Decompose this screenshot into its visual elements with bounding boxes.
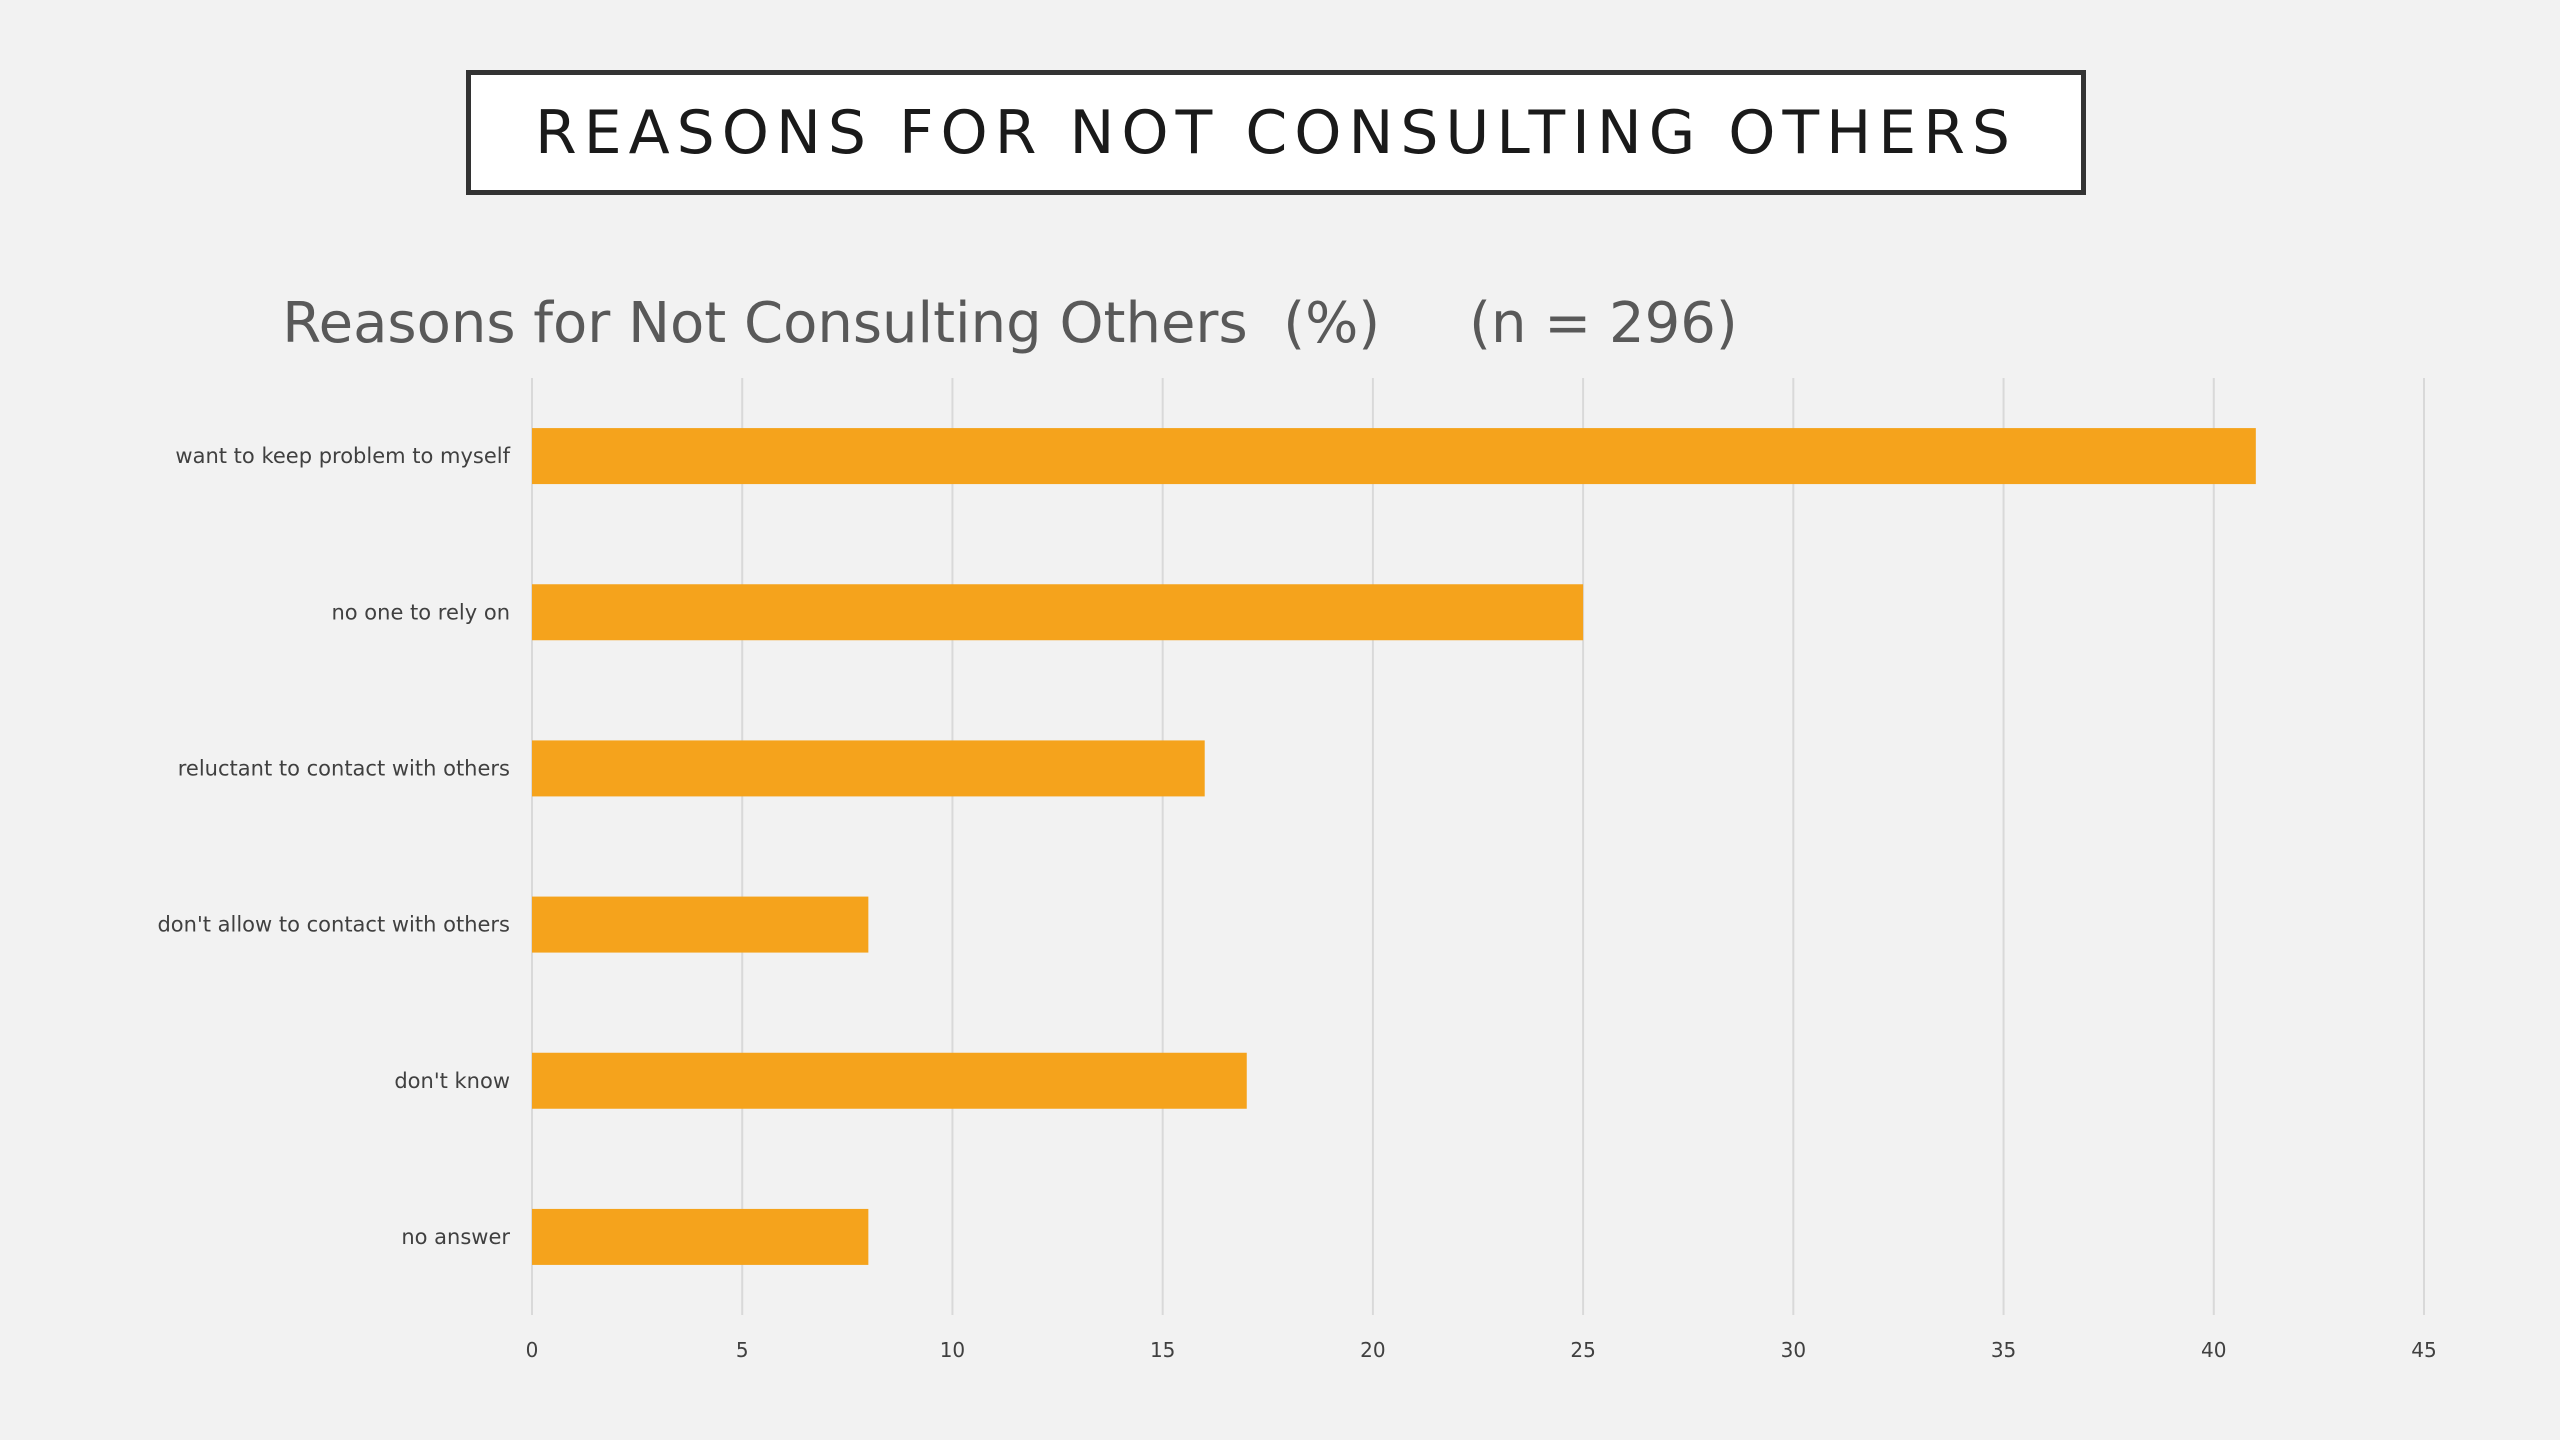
x-tick-label: 0 [526, 1338, 539, 1362]
x-tick-label: 35 [1991, 1338, 2016, 1362]
category-label: don't allow to contact with others [157, 913, 510, 937]
x-tick-labels: 0 5 10 15 20 25 30 35 40 45 [526, 1338, 2437, 1362]
category-label: reluctant to contact with others [178, 756, 510, 780]
x-tick-label: 25 [1570, 1338, 1595, 1362]
category-labels: want to keep problem to myself no one to … [157, 444, 510, 1249]
x-tick-label: 15 [1150, 1338, 1175, 1362]
category-label: no one to rely on [331, 600, 510, 624]
bar [532, 1052, 1247, 1109]
x-tick-label: 20 [1360, 1338, 1385, 1362]
category-label: want to keep problem to myself [175, 444, 510, 468]
category-label: no answer [401, 1225, 510, 1249]
x-tick-label: 5 [736, 1338, 749, 1362]
x-tick-label: 10 [940, 1338, 965, 1362]
x-tick-label: 40 [2201, 1338, 2226, 1362]
x-tick-label: 30 [1781, 1338, 1806, 1362]
category-label: don't know [394, 1069, 510, 1093]
slide-heading-box: REASONS FOR NOT CONSULTING OTHERS [466, 70, 2086, 195]
chart-title: Reasons for Not Consulting Others (%) (n… [282, 291, 1738, 356]
gridlines [531, 378, 2425, 1315]
bar [532, 428, 2256, 485]
bar [532, 740, 1205, 797]
x-tick-label: 45 [2411, 1338, 2436, 1362]
bars [532, 428, 2256, 1265]
bar [532, 584, 1584, 641]
bar [532, 896, 869, 953]
bar [532, 1208, 869, 1265]
slide-heading: REASONS FOR NOT CONSULTING OTHERS [535, 97, 2017, 168]
